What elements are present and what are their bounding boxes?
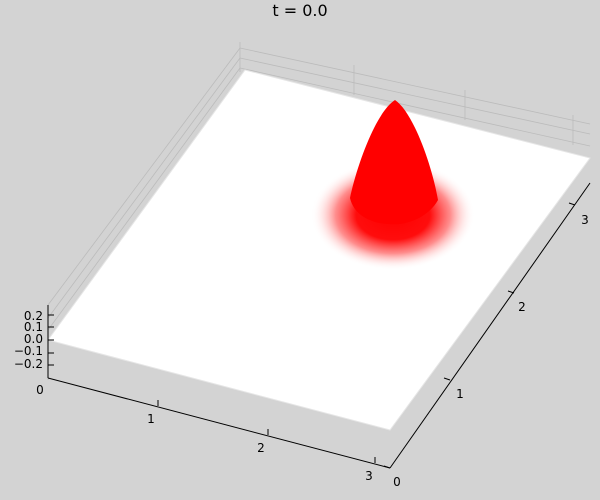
chart-title: t = 0.0: [272, 1, 327, 20]
z-tick-label: −0.2: [14, 357, 43, 371]
x-tick-label: 3: [365, 469, 373, 483]
x-tick-label: 1: [147, 412, 155, 426]
z-tick-labels: 0.2 0.1 0.0 −0.1 −0.2: [14, 309, 43, 371]
z-tick-label: −0.1: [14, 344, 43, 358]
surface-sheet: [47, 69, 591, 431]
z-tick-label: 0.0: [24, 332, 43, 346]
peak-bump: [350, 100, 438, 225]
y-tick-label: 1: [456, 387, 464, 401]
x-tick-labels: 0 1 2 3: [36, 383, 373, 483]
y-tick-label: 0: [393, 475, 401, 489]
z-tick-label: 0.1: [24, 320, 43, 334]
y-axis: [383, 182, 591, 469]
y-tick-labels: 0 1 2 3: [393, 213, 589, 489]
x-tick-label: 2: [257, 441, 265, 455]
z-tick-label: 0.2: [24, 309, 43, 323]
y-tick-label: 3: [581, 213, 589, 227]
y-tick-label: 2: [518, 300, 526, 314]
x-tick-label: 0: [36, 383, 44, 397]
z-axis: [47, 305, 54, 378]
